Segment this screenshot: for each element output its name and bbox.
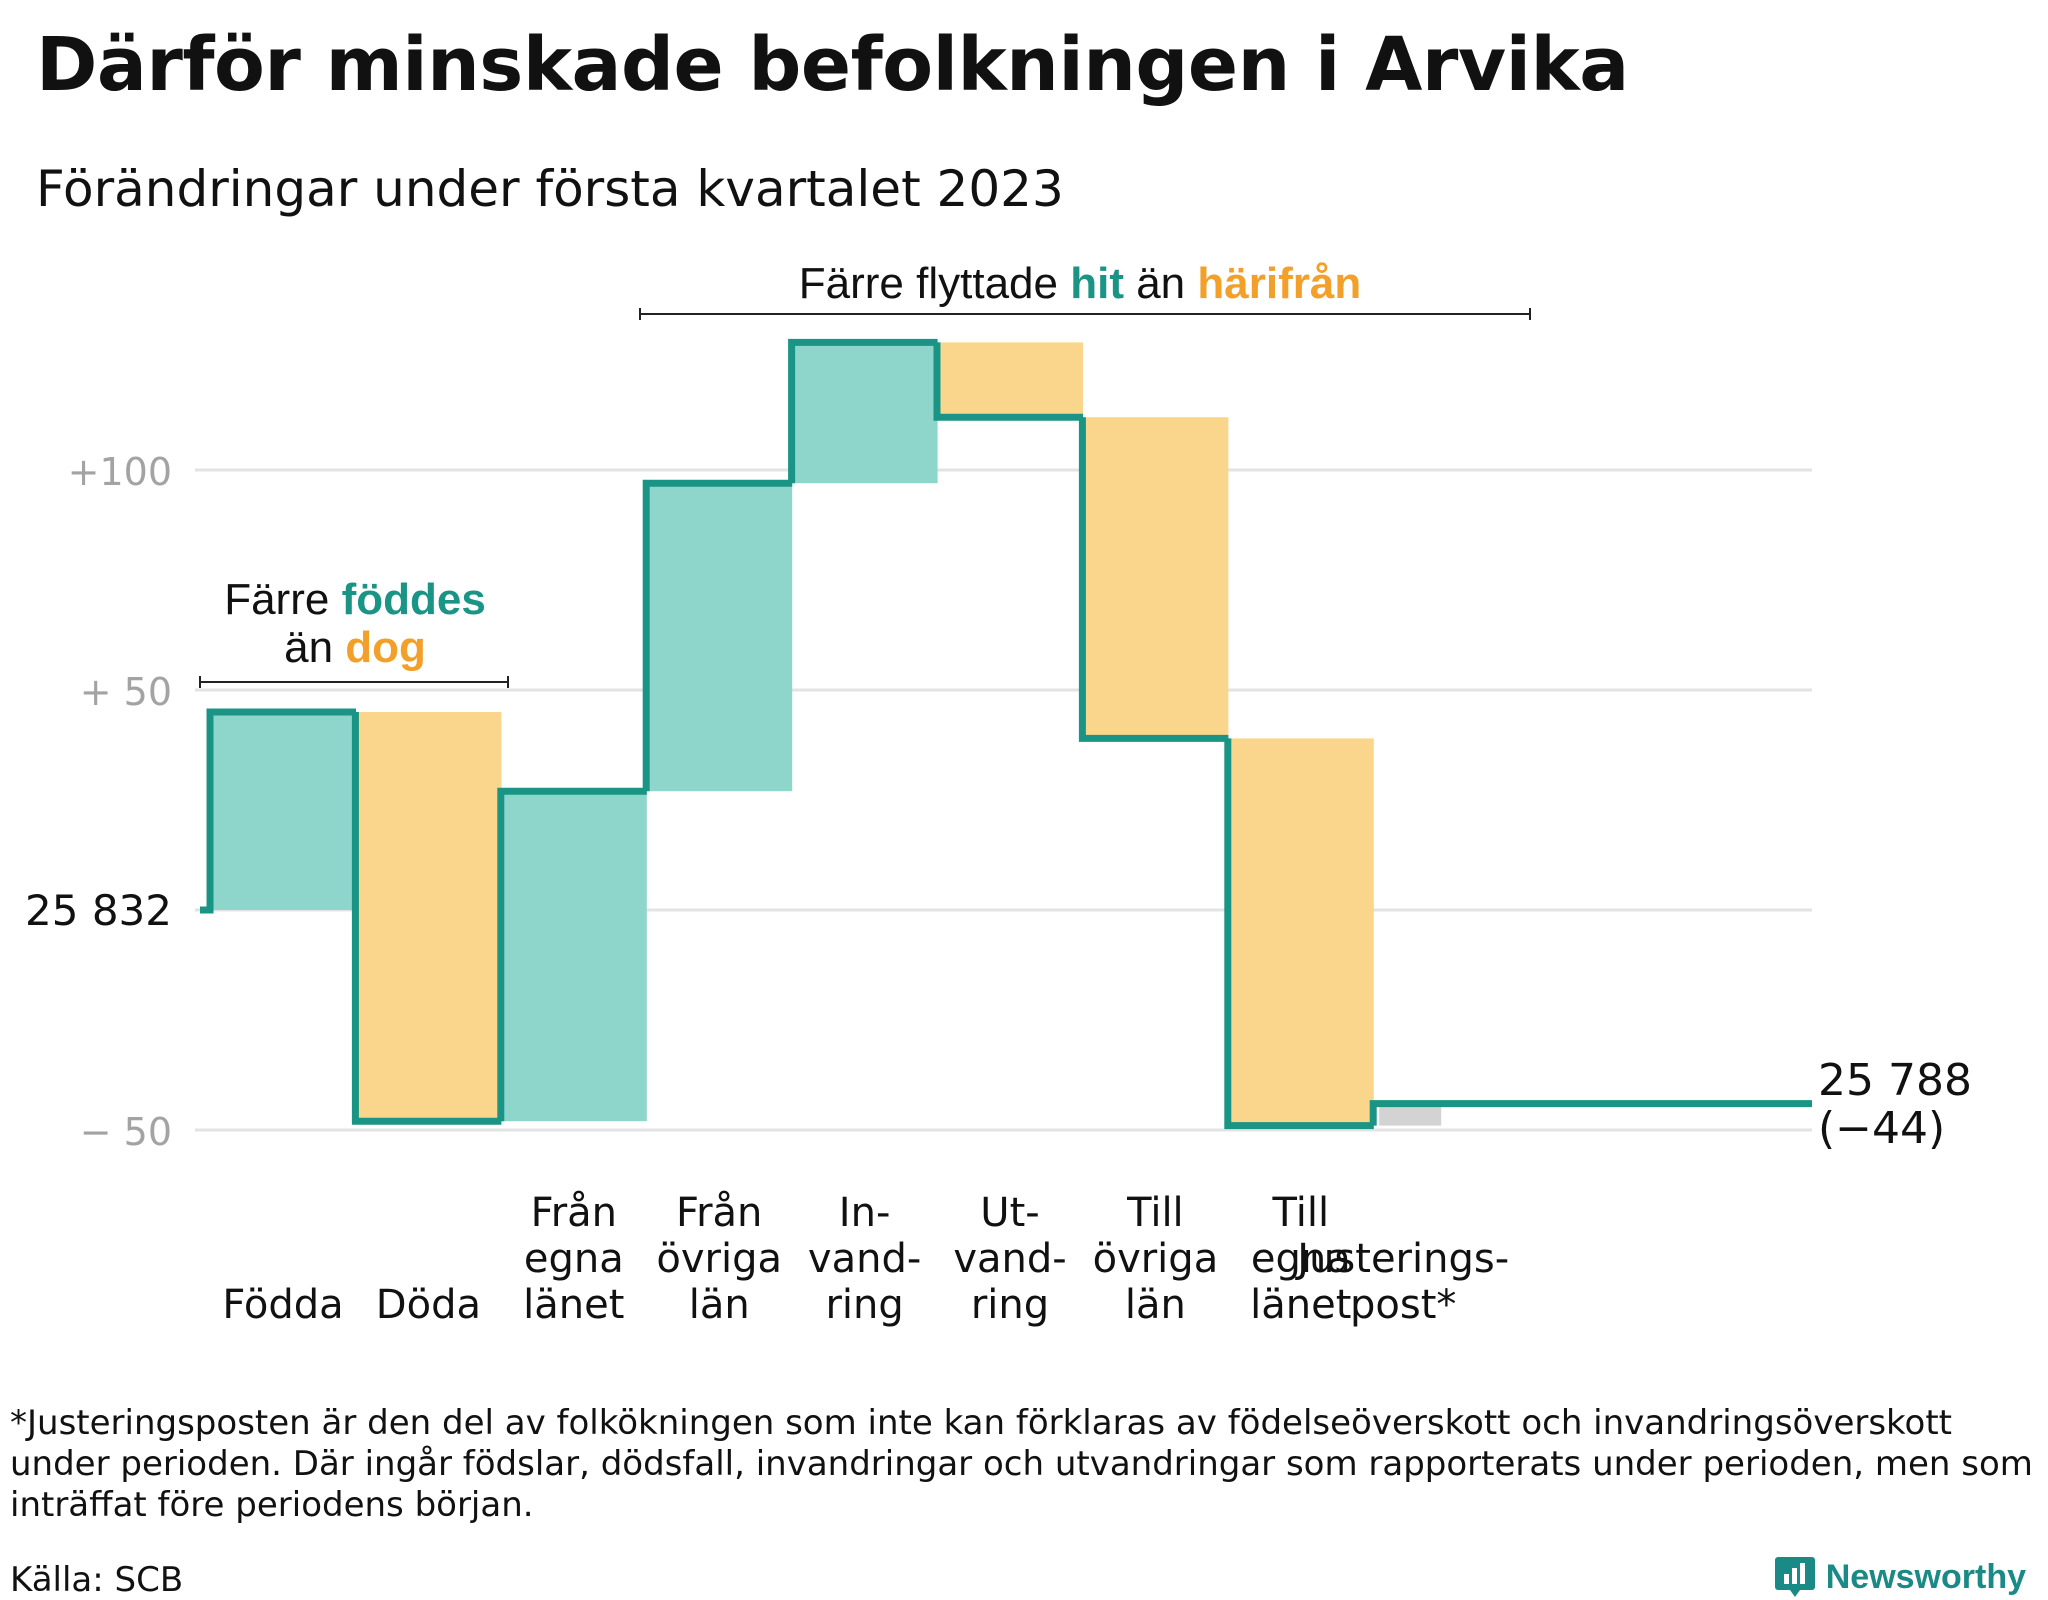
waterfall-bar xyxy=(646,483,793,792)
birth-annotation-died: dog xyxy=(345,623,426,672)
category-label: län xyxy=(1125,1282,1186,1328)
end-value: 25 788 xyxy=(1818,1055,1972,1106)
chart-title: Därför minskade befolkningen i Arvika xyxy=(36,22,1629,108)
category-label: egna xyxy=(524,1236,624,1282)
migration-bracket xyxy=(639,308,1531,320)
category-label: Från xyxy=(676,1190,762,1236)
brand-logo: Newsworthy xyxy=(1774,1555,2026,1599)
birth-bracket xyxy=(199,676,509,688)
start-value-label: 25 832 xyxy=(25,886,172,935)
category-label: In- xyxy=(839,1190,891,1236)
waterfall-bar xyxy=(937,342,1083,418)
y-tick-label: − 50 xyxy=(80,1110,172,1154)
waterfall-bar xyxy=(1227,738,1374,1126)
chart-subtitle: Förändringar under första kvartalet 2023 xyxy=(36,160,1064,218)
category-label: post* xyxy=(1350,1282,1456,1328)
migration-annotation-prefix: Färre flyttade xyxy=(799,259,1070,308)
category-label: övriga xyxy=(1093,1236,1219,1282)
step-line-layer xyxy=(200,338,1812,1130)
brand-name: Newsworthy xyxy=(1825,1557,2026,1596)
category-label: egna xyxy=(1251,1236,1351,1282)
gridlines xyxy=(195,468,1812,1132)
category-label: ring xyxy=(971,1282,1049,1328)
category-label: länet xyxy=(1250,1282,1351,1328)
end-change: (−44) xyxy=(1818,1103,1945,1154)
category-label: Ut- xyxy=(980,1190,1039,1236)
waterfall-bar xyxy=(791,342,938,484)
waterfall-bar xyxy=(355,712,502,1122)
migration-annotation: Färre flyttade hit än härifrån xyxy=(639,259,1531,320)
y-tick-label: +100 xyxy=(68,450,172,494)
migration-annotation-hit: hit xyxy=(1070,259,1124,308)
category-label: ring xyxy=(825,1282,903,1328)
cumulative-step-line xyxy=(200,338,1812,1130)
end-value-label: 25 788 (−44) xyxy=(1818,1055,1972,1154)
svg-text:Färre föddes: Färre föddes xyxy=(224,575,486,624)
category-label: Födda xyxy=(222,1282,343,1328)
y-tick-label: + 50 xyxy=(80,670,172,714)
waterfall-bar xyxy=(1379,1103,1442,1126)
category-label: Justerings- xyxy=(1294,1236,1509,1282)
waterfall-bar xyxy=(210,712,356,910)
birth-annotation-than: än xyxy=(284,623,345,672)
source: Källa: SCB xyxy=(10,1560,184,1600)
migration-annotation-harifran: härifrån xyxy=(1197,259,1361,308)
category-label: Från xyxy=(531,1190,617,1236)
svg-text:än dog: än dog xyxy=(284,623,426,672)
birth-annotation-prefix: Färre xyxy=(224,575,341,624)
category-label: länet xyxy=(523,1282,624,1328)
category-label: Till xyxy=(1272,1190,1330,1236)
category-label: vand- xyxy=(953,1236,1066,1282)
footnote: *Justeringsposten är den del av folkökni… xyxy=(10,1403,2033,1525)
category-label: Döda xyxy=(376,1282,481,1328)
category-label: vand- xyxy=(808,1236,921,1282)
category-label: län xyxy=(689,1282,750,1328)
bars xyxy=(210,342,1442,1126)
migration-annotation-middle: än xyxy=(1124,259,1197,308)
birth-annotation: Färre föddes än dog xyxy=(199,575,509,688)
svg-text:Färre flyttade hit än härifrån: Färre flyttade hit än härifrån xyxy=(799,259,1361,308)
waterfall-bar xyxy=(1082,417,1229,739)
waterfall-bar xyxy=(500,791,647,1122)
category-label: övriga xyxy=(656,1236,782,1282)
category-label: Till xyxy=(1126,1190,1184,1236)
birth-annotation-born: föddes xyxy=(342,575,486,624)
newsworthy-logo-icon xyxy=(1774,1557,1815,1597)
